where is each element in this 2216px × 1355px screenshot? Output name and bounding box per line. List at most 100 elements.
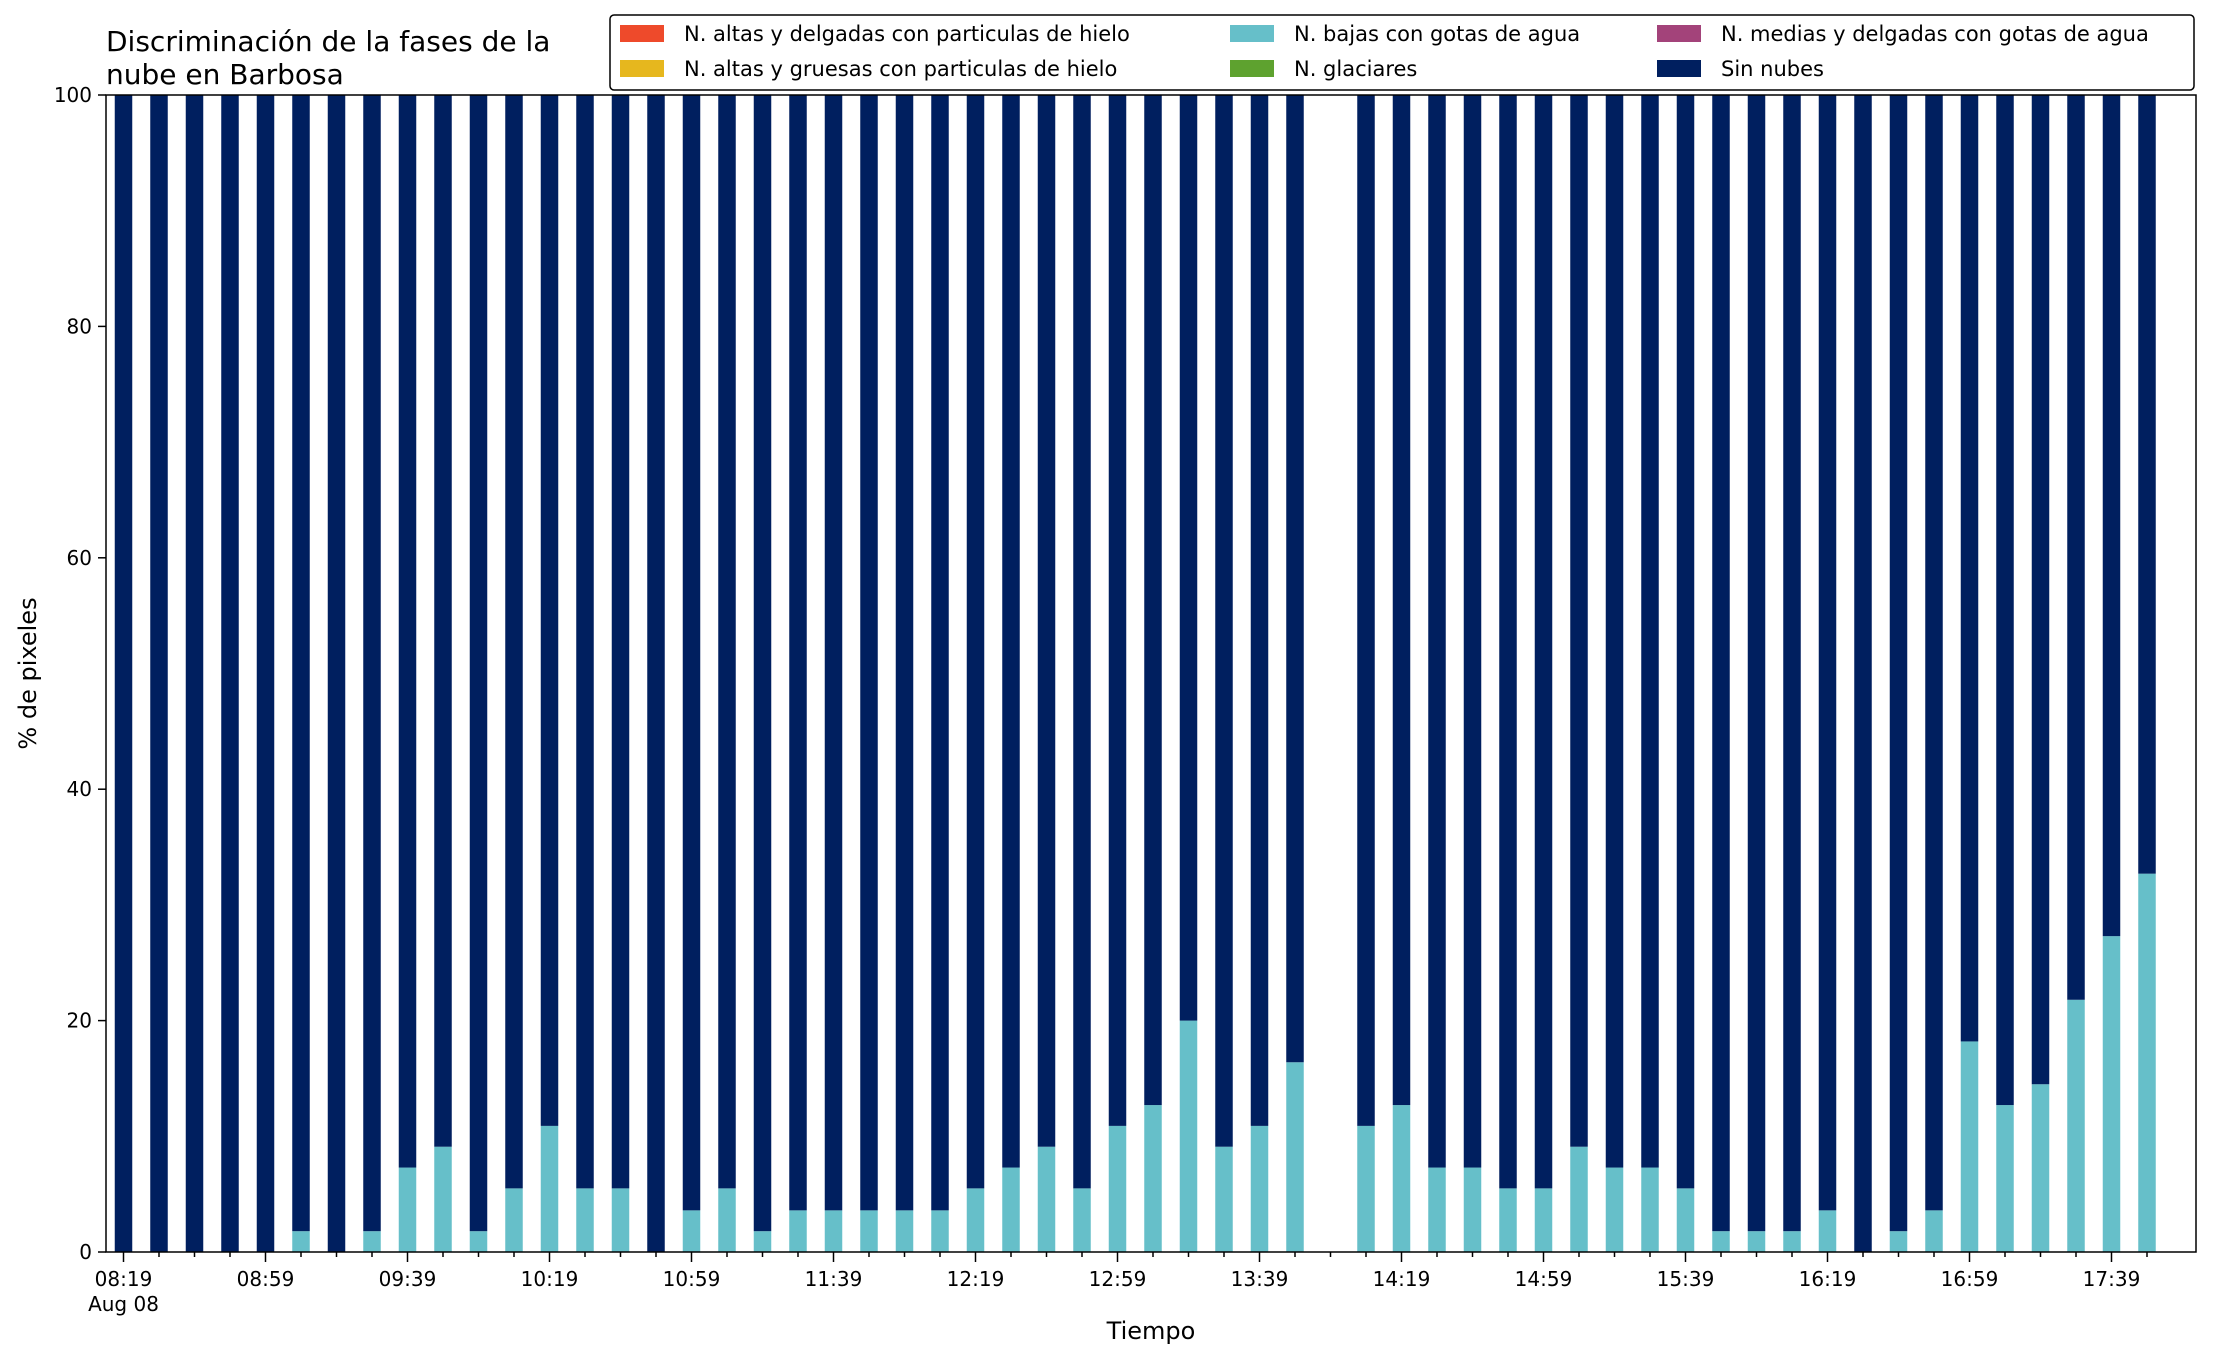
bar-segment	[860, 1210, 878, 1252]
x-tick-label: 14:59	[1515, 1267, 1573, 1291]
legend-label: N. glaciares	[1294, 57, 1417, 81]
bar-segment	[1783, 1231, 1801, 1252]
bar-segment	[1534, 95, 1553, 1189]
bar-segment	[860, 95, 878, 1211]
bar-segment	[1357, 95, 1375, 1126]
bars-layer	[114, 95, 2156, 1252]
bar-segment	[1108, 1125, 1127, 1252]
legend-label: N. altas y gruesas con particulas de hie…	[684, 57, 1117, 81]
bar-segment	[611, 95, 630, 1189]
bar-segment	[505, 95, 523, 1189]
bar-segment	[931, 95, 949, 1211]
bar-segment	[1073, 95, 1091, 1189]
x-tick-label: 08:19	[95, 1267, 153, 1291]
bar-segment	[1712, 95, 1730, 1232]
bar-segment	[1215, 95, 1233, 1147]
x-tick-label: 08:59	[237, 1267, 295, 1291]
legend-swatch	[620, 60, 664, 77]
legend-swatch	[1657, 60, 1701, 77]
bar-segment	[1747, 1231, 1766, 1252]
bar-segment	[682, 95, 701, 1211]
bar-segment	[1037, 1146, 1056, 1252]
legend-label: Sin nubes	[1721, 57, 1824, 81]
bar-segment	[434, 1146, 452, 1252]
bar-segment	[1996, 95, 2014, 1106]
bar-segment	[1605, 1167, 1624, 1252]
x-tick-label: 17:39	[2083, 1267, 2141, 1291]
bar-segment	[2031, 95, 2050, 1085]
x-tick-label: 10:19	[521, 1267, 579, 1291]
bar-segment	[2138, 95, 2156, 874]
bar-segment	[1002, 95, 1020, 1168]
bar-segment	[1499, 95, 1517, 1189]
legend-swatch	[1657, 25, 1701, 42]
bar-segment	[1179, 95, 1198, 1021]
x-tick-label: 10:59	[663, 1267, 721, 1291]
bar-segment	[966, 1188, 985, 1252]
bar-segment	[1712, 1231, 1730, 1252]
bar-segment	[824, 95, 843, 1211]
bar-segment	[753, 1231, 772, 1252]
bar-segment	[718, 95, 736, 1189]
bar-segment	[1037, 95, 1056, 1147]
legend-swatch	[1230, 25, 1274, 42]
bar-segment	[363, 1231, 381, 1252]
bar-segment	[1357, 1125, 1375, 1252]
chart-title: Discriminación de la fases de la nube en…	[106, 25, 550, 91]
bar-segment	[682, 1210, 701, 1252]
bar-segment	[576, 1188, 594, 1252]
bar-segment	[1073, 1188, 1091, 1252]
bar-segment	[1144, 95, 1162, 1106]
bar-segment	[1605, 95, 1624, 1168]
x-tick-sublabel: Aug 08	[88, 1292, 159, 1316]
bar-segment	[256, 95, 275, 1252]
bar-segment	[292, 95, 310, 1232]
bar-segment	[1250, 95, 1269, 1126]
bar-segment	[753, 95, 772, 1232]
y-axis-label: % de pixeles	[14, 597, 42, 749]
chart-title-line-1: Discriminación de la fases de la	[106, 25, 550, 58]
y-tick-label: 0	[79, 1240, 92, 1264]
x-tick-label: 14:19	[1373, 1267, 1431, 1291]
bar-segment	[1463, 95, 1482, 1168]
bar-segment	[2067, 95, 2085, 1000]
bar-segment	[1818, 95, 1837, 1211]
bar-segment	[221, 95, 239, 1252]
legend-label: N. altas y delgadas con particulas de hi…	[684, 22, 1130, 46]
bar-segment	[1676, 1188, 1695, 1252]
legend-swatch	[1230, 60, 1274, 77]
bar-segment	[718, 1188, 736, 1252]
bar-segment	[469, 1231, 488, 1252]
legend-label: N. medias y delgadas con gotas de agua	[1721, 22, 2149, 46]
bar-segment	[1428, 95, 1446, 1168]
legend-swatch	[620, 25, 664, 42]
y-tick-label: 80	[67, 314, 92, 338]
bar-segment	[540, 1125, 559, 1252]
bar-segment	[114, 95, 133, 1252]
x-tick-label: 16:19	[1799, 1267, 1857, 1291]
bar-segment	[1818, 1210, 1837, 1252]
bar-segment	[2102, 936, 2121, 1252]
bar-segment	[789, 1210, 807, 1252]
bar-segment	[1747, 95, 1766, 1232]
bar-segment	[1499, 1188, 1517, 1252]
bar-segment	[931, 1210, 949, 1252]
bar-segment	[1179, 1020, 1198, 1252]
bar-segment	[895, 95, 914, 1211]
chart-title-line-2: nube en Barbosa	[106, 58, 344, 91]
bar-segment	[1641, 95, 1659, 1168]
bar-segment	[1925, 1210, 1943, 1252]
bar-segment	[363, 95, 381, 1232]
bar-segment	[1960, 95, 1979, 1042]
x-tick-label: 16:59	[1941, 1267, 1999, 1291]
x-axis: 08:19 08:59 09:39 10:19 10:59 11:39 12:19 12:59…	[88, 1252, 2148, 1316]
bar-segment	[824, 1210, 843, 1252]
bar-segment	[576, 95, 594, 1189]
bar-segment	[966, 95, 985, 1189]
plot-frame	[105, 94, 2197, 1253]
bar-segment	[895, 1210, 914, 1252]
bar-segment	[505, 1188, 523, 1252]
bar-segment	[1428, 1167, 1446, 1252]
bar-segment	[1286, 1062, 1304, 1252]
y-axis: 0 20 40 60 80 100	[54, 83, 106, 1264]
